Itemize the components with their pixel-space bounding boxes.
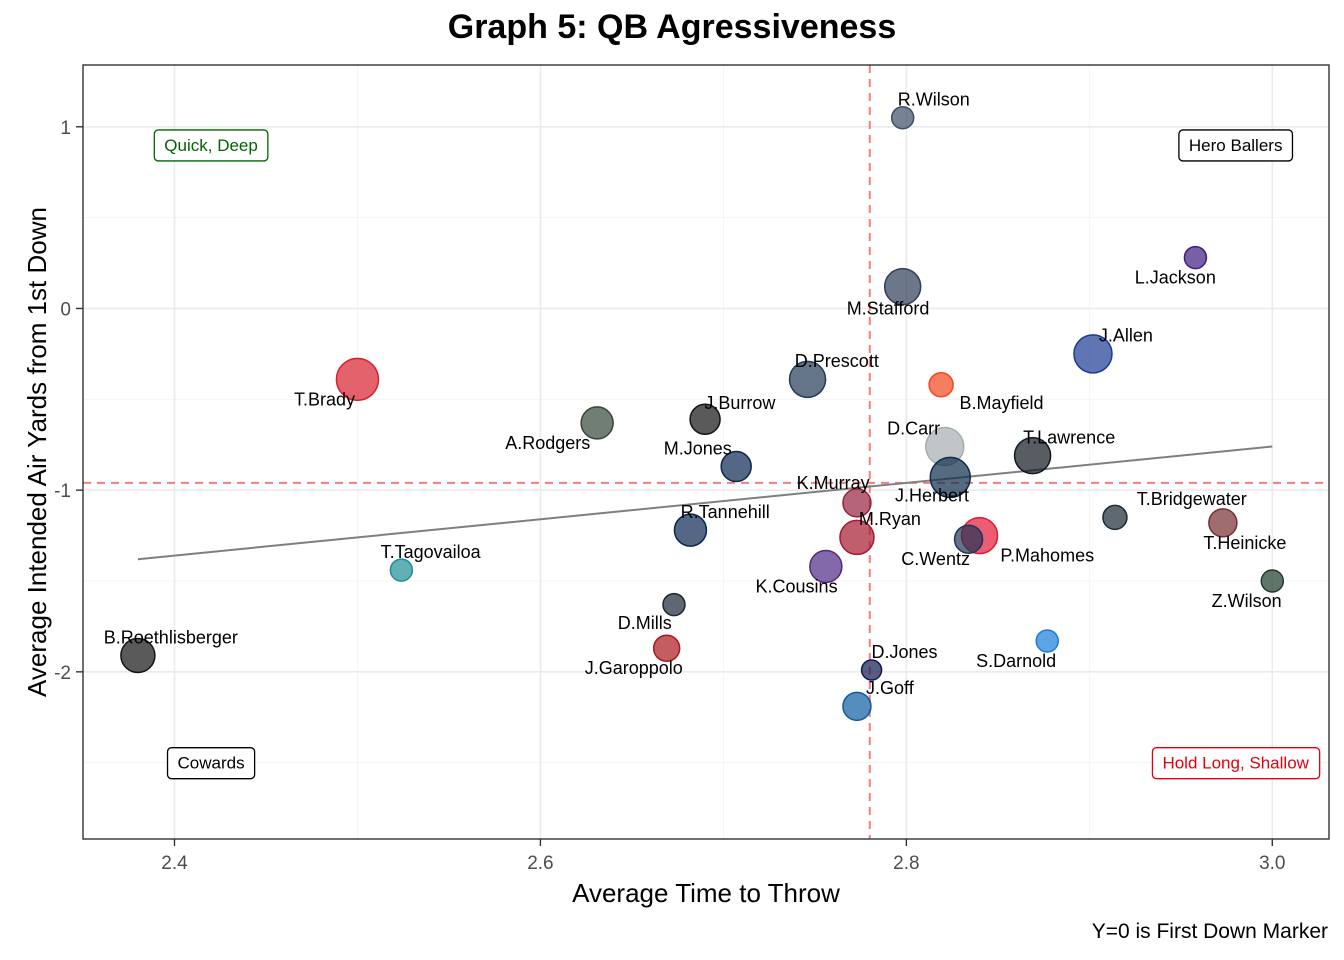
data-point [1073,334,1113,374]
point-labels-group: R.Wilson L.Jackson M.Stafford J.Allen T.Brad… [104,90,1287,699]
data-point [1035,629,1059,653]
y-axis-title: Average Intended Air Yards from 1st Down [22,207,52,697]
data-point [928,372,954,398]
panel-background [83,65,1329,839]
data-point [662,592,686,617]
quadrant-label-box [153,129,269,162]
point-label: J.Allen [1099,326,1153,346]
grid-major [83,65,1329,839]
quadrant-label: Hero Ballers [1178,129,1294,162]
data-point [720,450,752,483]
data-point [953,524,984,554]
quadrant-labels-group: Quick, Deep Hero Ballers Cowards Hold Long,… [153,129,1321,780]
point-label: C.Wentz [901,549,970,569]
point-label: J.Garoppolo [585,658,683,678]
quadrant-label-text: Cowards [178,754,245,773]
x-axis: 2.4 2.6 2.8 3.0 [161,839,1285,874]
point-label: T.Lawrence [1023,427,1115,447]
x-tick-label: 2.8 [893,853,919,874]
x-tick-label: 2.6 [527,853,553,874]
point-label: D.Mills [618,613,672,633]
x-tick-label: 3.0 [1259,853,1285,874]
panel-border [82,64,1330,840]
data-point [1183,245,1208,270]
quadrant-label-box [1151,747,1321,780]
point-label: T.Brady [294,389,355,409]
chart-title: Graph 5: QB Agressiveness [447,8,897,46]
trend-line-group [137,445,1273,561]
point-label: A.Rodgers [505,433,590,453]
point-label: M.Jones [664,438,732,458]
y-tick-label: 1 [60,118,71,139]
data-point [389,558,414,582]
point-label: R.Wilson [898,90,970,110]
data-point [1208,508,1238,538]
data-point [842,691,872,722]
point-label: M.Stafford [847,298,930,318]
point-label: D.Jones [871,642,937,662]
point-label: P.Mahomes [1000,546,1094,566]
data-point [120,637,156,674]
data-point [673,513,708,547]
point-label: B.Roethlisberger [104,627,238,647]
data-point [860,659,883,681]
data-point [1013,436,1052,475]
quadrant-label: Quick, Deep [153,129,269,162]
data-point [689,403,721,436]
data-point [842,488,872,518]
data-point [788,360,827,399]
point-label: T.Heinicke [1203,533,1286,553]
data-point [1102,504,1128,531]
point-label: Z.Wilson [1212,591,1282,611]
quadrant-label: Hold Long, Shallow [1151,747,1321,780]
y-tick-label: -1 [54,481,71,502]
data-point [1260,569,1285,593]
trend-line [137,445,1273,561]
points-group [120,105,1285,722]
y-tick-label: 0 [60,299,71,320]
point-label: D.Carr [887,418,940,438]
grid-minor [83,65,1329,839]
point-label: J.Burrow [704,393,776,413]
quadrant-label-text: Quick, Deep [164,136,258,155]
point-label: L.Jackson [1135,268,1216,288]
point-label: S.Darnold [976,651,1056,671]
data-point [883,267,922,306]
x-axis-title: Average Time to Throw [572,878,840,908]
quadrant-label-text: Hold Long, Shallow [1162,754,1309,773]
data-point [580,406,614,440]
point-label: K.Cousins [756,576,838,596]
point-label: T.Tagovailoa [381,542,482,562]
quadrant-label-box [166,747,256,780]
quadrant-label-text: Hero Ballers [1189,136,1283,155]
point-label: M.Ryan [859,509,921,529]
data-point [809,549,843,584]
point-label: B.Mayfield [959,393,1043,413]
point-label: J.Herbert [895,486,969,506]
data-point [929,456,972,499]
data-point [839,519,875,556]
chart-caption: Y=0 is First Down Marker [1091,920,1328,943]
point-label: R.Tannehill [681,502,770,522]
point-label: J.Goff [866,678,915,698]
quadrant-label: Cowards [166,747,256,780]
point-label: D.Prescott [795,351,879,371]
y-tick-label: -2 [54,663,71,684]
x-tick-label: 2.4 [161,853,188,874]
quadrant-label-box [1178,129,1294,162]
y-axis: 1 0 -1 -2 [54,118,83,684]
point-label: K.Murray [797,473,870,493]
data-point [652,634,681,662]
point-label: T.Bridgewater [1137,489,1247,509]
data-point [890,105,915,130]
data-point [335,357,380,402]
